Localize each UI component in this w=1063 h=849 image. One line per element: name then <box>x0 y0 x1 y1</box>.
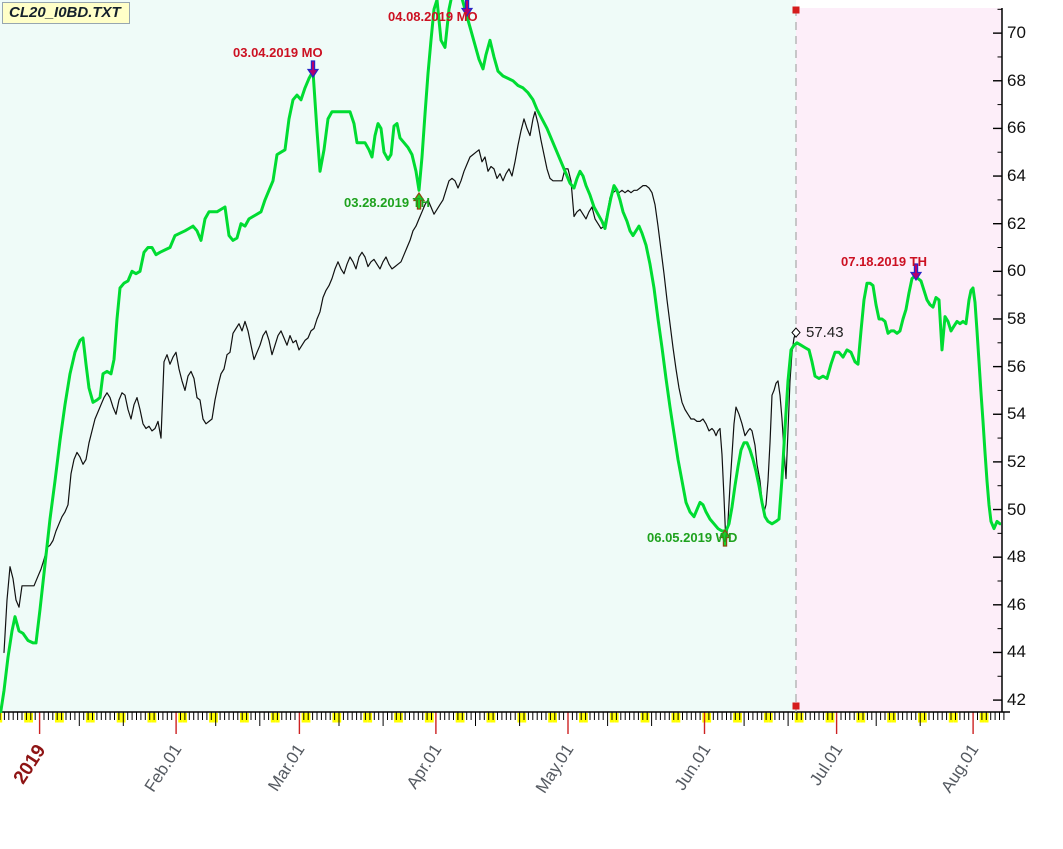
annotation-label[interactable]: 03.28.2019 TH <box>344 195 431 210</box>
y-axis-label: 60 <box>1007 261 1026 281</box>
dataset-title-badge[interactable]: CL20_I0BD.TXT <box>2 2 130 24</box>
forecast-region-bg <box>796 8 1002 712</box>
annotation-arrow-down[interactable] <box>306 60 320 79</box>
y-axis-label: 68 <box>1007 70 1026 90</box>
y-axis-label: 64 <box>1007 166 1026 186</box>
annotation-arrow-down[interactable] <box>460 0 474 18</box>
annotation-arrow-up[interactable] <box>412 191 426 210</box>
y-axis-label: 56 <box>1007 356 1026 376</box>
price-chart-canvas[interactable] <box>0 0 1063 790</box>
series-line-actual-black[interactable] <box>3 111 797 654</box>
y-axis-label: 46 <box>1007 594 1026 614</box>
y-axis-label: 42 <box>1007 690 1026 710</box>
annotation-label[interactable]: 04.08.2019 MO <box>388 9 478 24</box>
y-axis-label: 52 <box>1007 451 1026 471</box>
x-axis-ticks <box>0 712 1005 734</box>
history-region-bg <box>0 0 796 712</box>
divider-endpoint-dot <box>792 6 800 14</box>
y-axis-label: 54 <box>1007 404 1026 424</box>
annotation-label[interactable]: 03.04.2019 MO <box>233 45 323 60</box>
y-axis-label: 62 <box>1007 213 1026 233</box>
annotation-label[interactable]: 07.18.2019 TH <box>841 254 928 269</box>
last-price-label: 57.43 <box>806 323 844 341</box>
y-axis-label: 50 <box>1007 499 1026 519</box>
divider-endpoint-dot <box>792 702 800 710</box>
y-axis-label: 58 <box>1007 308 1026 328</box>
annotation-arrow-up[interactable] <box>718 528 732 547</box>
weekend-highlights <box>0 713 989 723</box>
annotation-label[interactable]: 06.05.2019 WD <box>647 530 738 545</box>
y-axis-label: 44 <box>1007 642 1026 662</box>
y-axis-label: 66 <box>1007 118 1026 138</box>
annotation-arrow-down[interactable] <box>909 263 923 282</box>
y-axis-label: 48 <box>1007 547 1026 567</box>
y-axis-label: 70 <box>1007 23 1026 43</box>
y-axis-ticks <box>993 8 1002 701</box>
last-price-diamond <box>791 327 801 338</box>
series-line-projection-green[interactable] <box>0 0 1001 717</box>
